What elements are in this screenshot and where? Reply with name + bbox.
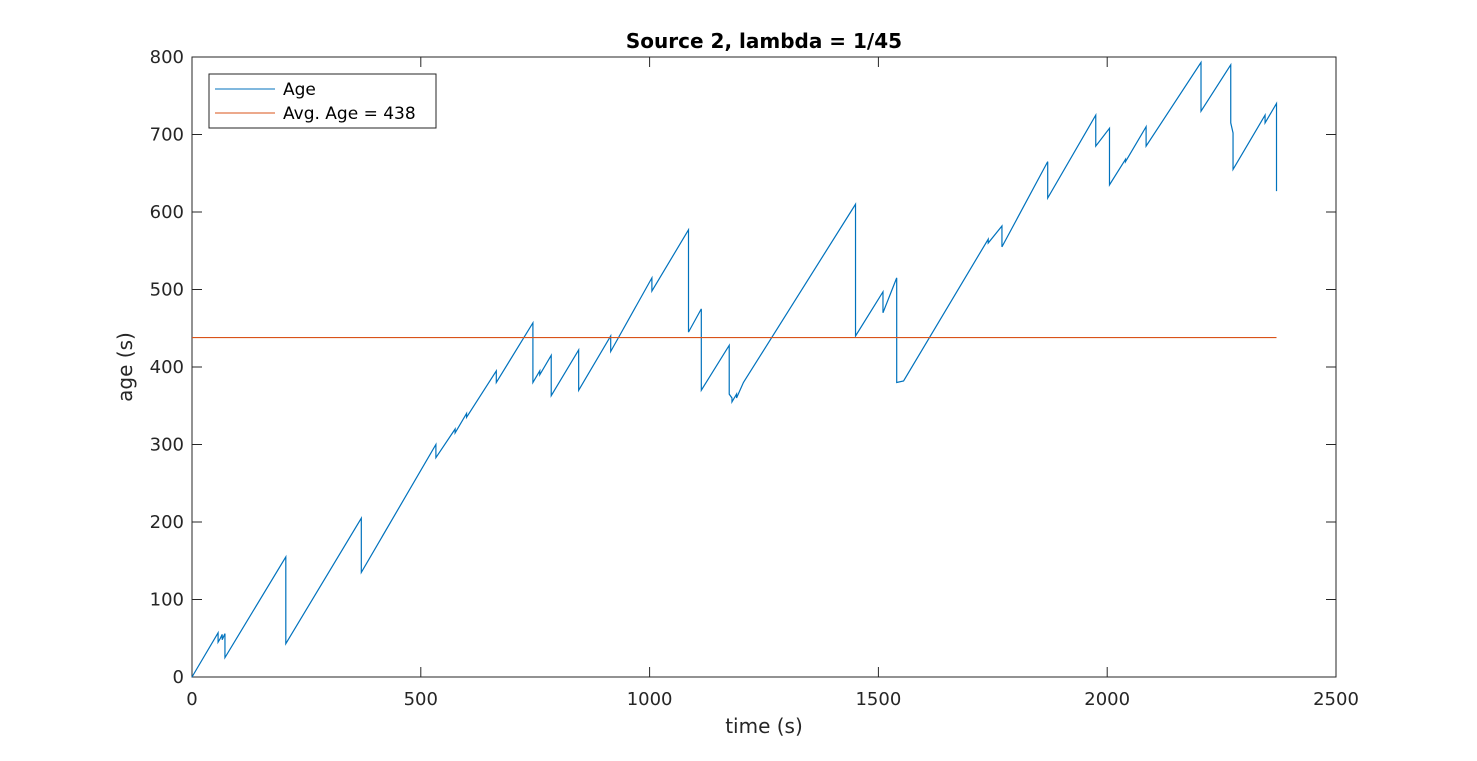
legend: Age Avg. Age = 438	[208, 73, 437, 129]
y-tick-label: 500	[150, 280, 184, 301]
legend-box	[208, 73, 437, 129]
y-tick-label: 400	[150, 357, 184, 378]
legend-label-age: Age	[283, 80, 316, 100]
chart-title: Source 2, lambda = 1/45	[626, 29, 902, 53]
y-tick-label: 200	[150, 512, 184, 533]
x-axis-label: time (s)	[725, 714, 803, 738]
age-series-line	[191, 60, 1278, 678]
x-tick-label: 500	[404, 689, 438, 710]
x-tick-label: 2500	[1313, 689, 1359, 710]
x-tick-label: 2000	[1084, 689, 1130, 710]
legend-label-avg-age: Avg. Age = 438	[283, 104, 416, 124]
x-tick-label: 1500	[855, 689, 901, 710]
x-axis: 0 500 1000 1500 2000 2500	[186, 57, 1359, 710]
y-axis-label: age (s)	[113, 332, 137, 402]
y-tick-label: 700	[150, 125, 184, 146]
y-tick-label: 100	[150, 590, 184, 611]
series-layer	[191, 60, 1278, 678]
y-tick-label: 0	[173, 667, 184, 688]
plot-area	[191, 56, 1337, 678]
y-tick-label: 300	[150, 435, 184, 456]
y-tick-label: 600	[150, 202, 184, 223]
x-tick-label: 0	[186, 689, 197, 710]
y-tick-label: 800	[150, 47, 184, 68]
y-axis: 0 100 200 300 400 500 600 700 800	[150, 47, 1336, 688]
x-tick-label: 1000	[627, 689, 673, 710]
